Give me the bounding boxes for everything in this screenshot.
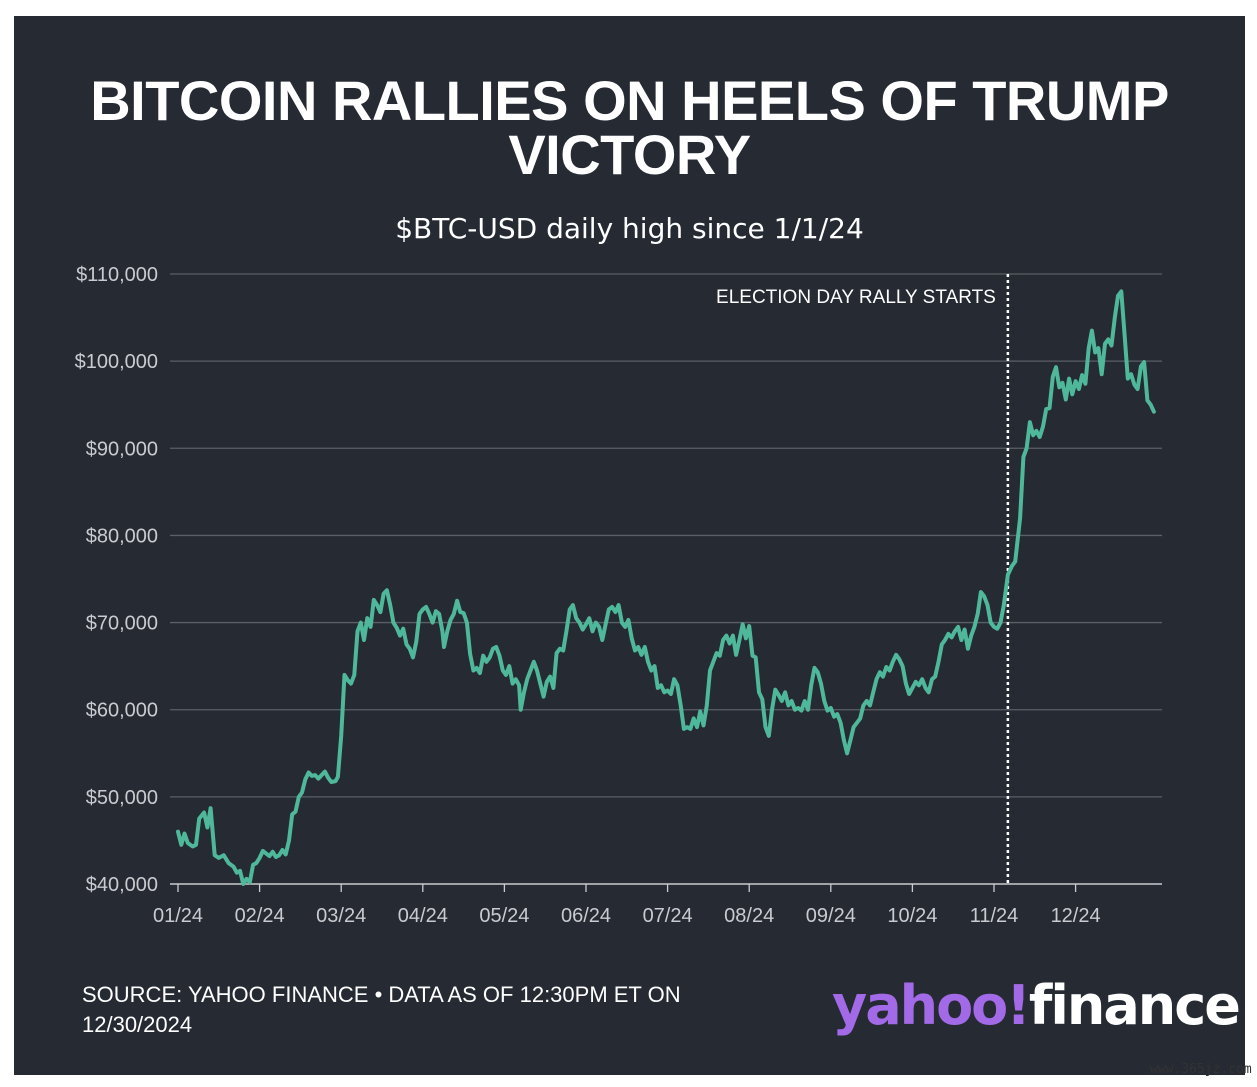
title-line-1: BITCOIN RALLIES ON HEELS OF TRUMP	[90, 69, 1169, 132]
x-tick-label: 04/24	[398, 905, 448, 927]
watermark: www.365jz.com	[1150, 1062, 1252, 1077]
x-tick-label: 09/24	[806, 905, 856, 927]
y-tick-label: $80,000	[86, 525, 158, 547]
logo-finance-text: finance	[1028, 974, 1241, 1037]
x-tick-label: 12/24	[1051, 905, 1101, 927]
logo-slash-icon: !	[1006, 974, 1031, 1037]
election-annotation: ELECTION DAY RALLY STARTS	[716, 274, 1010, 884]
x-tick-label: 03/24	[316, 905, 366, 927]
source-line-2: 12/30/2024	[82, 1012, 193, 1037]
x-tick-label: 05/24	[479, 905, 529, 927]
y-axis-ticks: $40,000 $50,000 $60,000 $70,000 $80,000 $90,0…	[75, 264, 158, 896]
chart-title: BITCOIN RALLIES ON HEELS OF TRUMP VICTOR…	[14, 69, 1245, 186]
y-tick-label: $40,000	[86, 874, 158, 896]
y-tick-label: $100,000	[75, 351, 158, 373]
btc-price-line	[176, 289, 1156, 886]
source-line-1: SOURCE: YAHOO FINANCE • DATA AS OF 12:30…	[82, 982, 681, 1007]
title-line-2: VICTORY	[508, 123, 751, 186]
y-tick-label: $110,000	[76, 264, 158, 286]
yahoo-finance-logo: yahoo!finance	[832, 974, 1241, 1038]
x-tick-label: 01/24	[153, 905, 203, 927]
grid-lines	[170, 273, 1162, 798]
y-tick-label: $90,000	[86, 438, 158, 460]
logo-yahoo-text: yahoo	[832, 974, 1008, 1037]
x-tick-label: 02/24	[235, 905, 285, 927]
source-note: SOURCE: YAHOO FINANCE • DATA AS OF 12:30…	[82, 980, 732, 1040]
x-tick-label: 10/24	[887, 905, 937, 927]
x-axis: 01/24 02/24 03/24 04/24 05/24 06/24 07/24 08/24…	[153, 883, 1162, 927]
y-tick-label: $60,000	[86, 700, 158, 722]
x-tick-label: 07/24	[643, 905, 693, 927]
chart-subtitle: $BTC-USD daily high since 1/1/24	[395, 212, 864, 245]
x-tick-label: 08/24	[724, 905, 774, 927]
x-tick-label: 06/24	[561, 905, 611, 927]
y-tick-label: $50,000	[86, 787, 158, 809]
btc-series	[176, 289, 1156, 886]
x-tick-label: 11/24	[970, 905, 1019, 927]
y-tick-label: $70,000	[86, 613, 158, 635]
election-day-label: ELECTION DAY RALLY STARTS	[716, 287, 996, 308]
chart-card: BITCOIN RALLIES ON HEELS OF TRUMP VICTOR…	[14, 16, 1245, 1075]
